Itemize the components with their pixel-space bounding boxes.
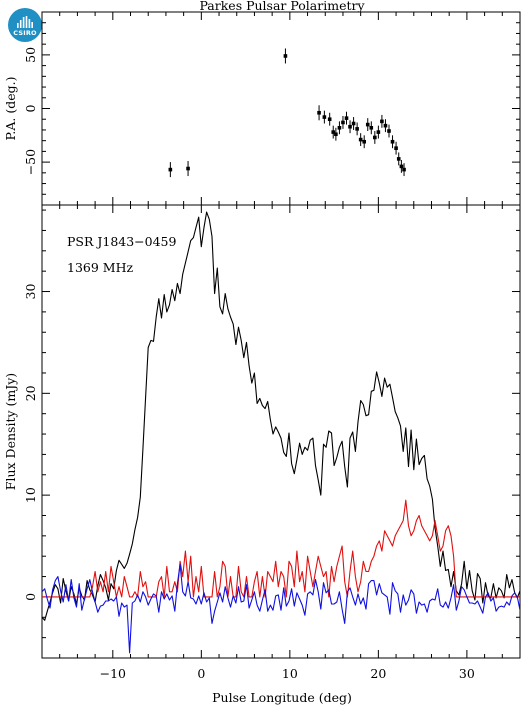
flux-lines (42, 211, 520, 654)
flux-y-tick-label: 30 (23, 284, 38, 300)
pa-point (365, 122, 370, 127)
pa-point (317, 110, 321, 115)
pa-point (394, 146, 398, 150)
pa-y-tick-label: −50 (23, 149, 38, 175)
pa-point (369, 126, 374, 130)
flux-y-axis-label: Flux Density (mJy) (3, 373, 18, 490)
pa-point (383, 123, 388, 128)
pa-panel: −50 0 50 P.A. (deg.) (3, 11, 521, 206)
pa-point (390, 139, 395, 144)
pa-point (334, 132, 338, 137)
pa-frame (41, 11, 521, 206)
pa-point (376, 130, 381, 134)
logo-text: CSIRO (13, 29, 37, 37)
pa-point (341, 120, 345, 125)
pa-point (402, 167, 406, 172)
pa-point (283, 54, 288, 58)
frequency-label: 1369 MHz (67, 260, 133, 275)
pa-y-tick-label: 50 (23, 47, 38, 63)
pa-point (380, 119, 384, 124)
pulsar-name-label: PSR J1843−0459 (67, 234, 177, 249)
pa-point (348, 124, 352, 129)
pa-point (327, 117, 332, 122)
circular-polarization-line (42, 563, 520, 654)
pa-point (399, 164, 404, 169)
pa-point (337, 126, 342, 130)
flux-y-tick-label: 0 (23, 593, 38, 601)
pa-point (331, 130, 336, 134)
pa-point (373, 135, 377, 140)
pa-point (351, 121, 356, 126)
x-axis-label: Pulse Longitude (deg) (212, 690, 352, 705)
pa-y-axis-label: P.A. (deg.) (3, 77, 18, 141)
pa-point (344, 116, 349, 120)
pa-points (168, 48, 406, 178)
linear-polarization-line (42, 499, 520, 598)
pa-point (387, 129, 391, 133)
pa-point (186, 166, 190, 171)
flux-y-tick-label: 20 (23, 385, 38, 401)
pa-point (362, 139, 367, 144)
x-tick-label: 10 (282, 666, 298, 681)
x-tick-label: 0 (197, 666, 205, 681)
chart-title: Parkes Pulsar Polarimetry (199, 0, 365, 13)
pa-point (355, 127, 359, 131)
x-tick-label: −10 (100, 666, 126, 681)
flux-frame (41, 204, 521, 659)
x-tick-label: 20 (370, 666, 386, 681)
pa-point (168, 167, 173, 172)
csiro-logo: CSIRO (8, 8, 42, 42)
x-tick-label: 30 (459, 666, 475, 681)
total-intensity-line (42, 211, 520, 621)
pa-y-tick-label: 0 (23, 104, 38, 112)
flux-panel: −10 0 10 20 30 0 10 20 30 Flux Density (mJy) (3, 204, 521, 681)
logo-bars-icon (17, 16, 33, 28)
pa-point (358, 137, 363, 142)
pa-point (396, 157, 401, 161)
flux-y-tick-label: 10 (23, 487, 38, 503)
pa-point (322, 115, 327, 119)
